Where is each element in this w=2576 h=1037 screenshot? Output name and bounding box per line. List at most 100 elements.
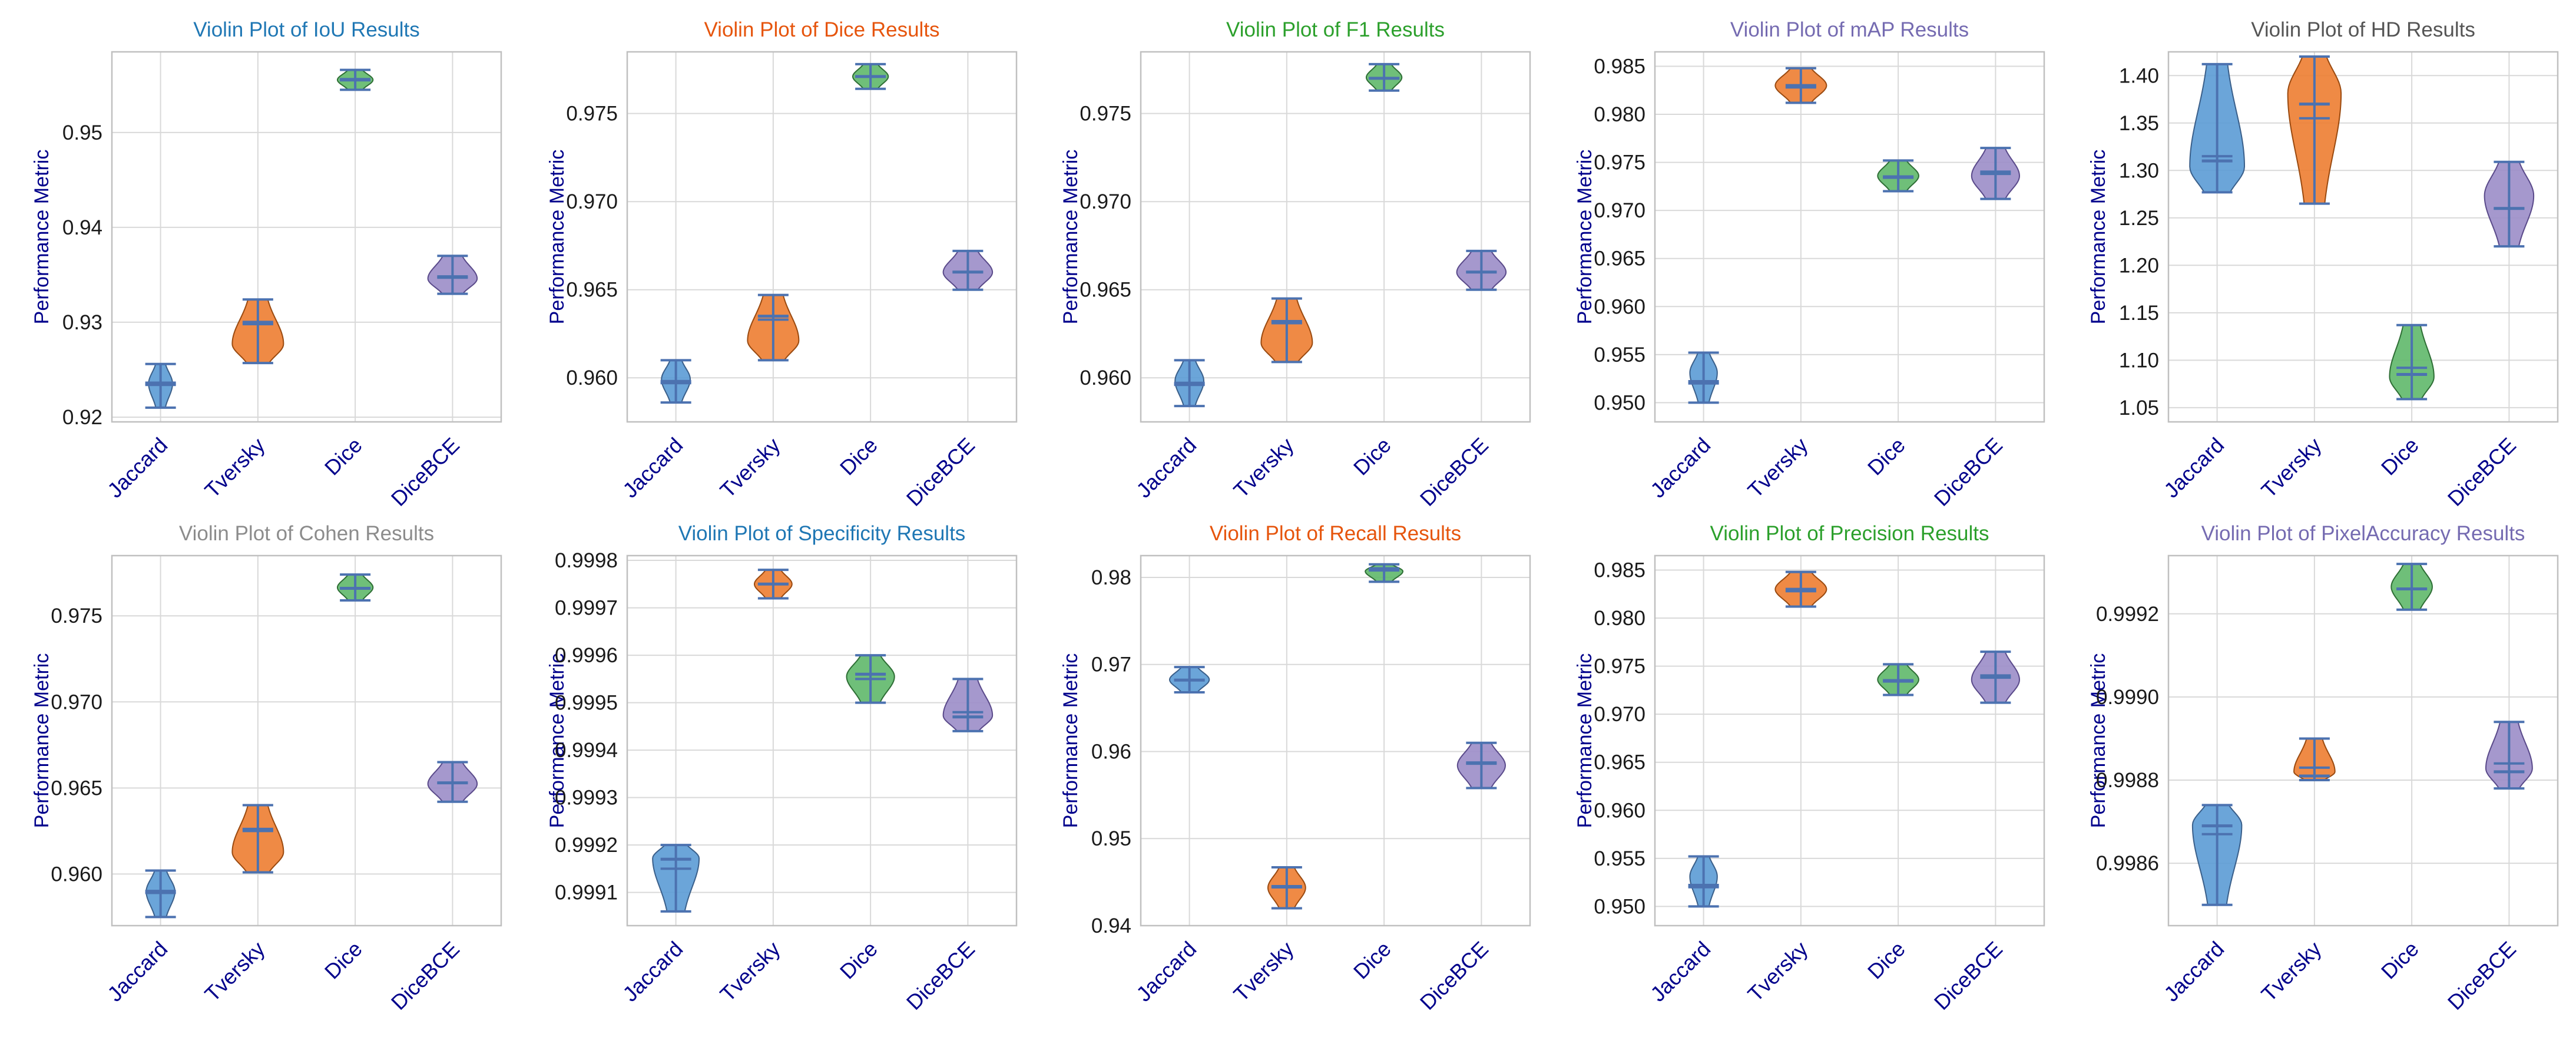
x-tick-label: Jaccard (1645, 937, 1715, 1006)
y-tick-label: 0.9997 (555, 597, 618, 620)
y-tick-label: 0.93 (62, 311, 102, 334)
y-tick-label: 0.96 (1091, 740, 1131, 763)
chart-title: Violin Plot of Dice Results (704, 18, 939, 41)
chart-title: Violin Plot of IoU Results (193, 18, 420, 41)
y-axis-label: Performance Metric (546, 150, 568, 325)
y-tick-label: 0.98 (1091, 566, 1131, 589)
y-tick-label: 1.30 (2119, 159, 2159, 182)
x-tick-label: Jaccard (618, 433, 687, 503)
plot-frame (1140, 51, 1531, 423)
y-tick-label: 0.960 (1594, 799, 1645, 822)
x-tick-label: Tversky (200, 937, 269, 1006)
y-tick-label: 0.965 (566, 279, 618, 302)
x-tick-label: DiceBCE (386, 433, 464, 511)
x-tick-label: DiceBCE (2443, 937, 2521, 1015)
y-tick-label: 0.9990 (2096, 686, 2159, 709)
plot-frame (626, 554, 1018, 927)
y-tick-label: 0.94 (62, 216, 102, 239)
x-tick-label: DiceBCE (386, 937, 464, 1015)
y-tick-label: 0.960 (1080, 366, 1131, 389)
y-tick-label: 0.9995 (555, 692, 618, 715)
x-tick-label: Tversky (2256, 433, 2326, 503)
chart-title: Violin Plot of PixelAccuracy Results (2201, 522, 2525, 545)
plot-frame (1654, 554, 2045, 927)
x-tick-label: Jaccard (2159, 433, 2229, 503)
y-tick-label: 0.975 (51, 605, 102, 628)
x-tick-label: Dice (1863, 433, 1910, 480)
y-axis-label: Performance Metric (2087, 653, 2110, 828)
x-tick-label: Tversky (715, 937, 784, 1006)
y-axis-label: Performance Metric (1059, 653, 1082, 828)
x-tick-label: DiceBCE (902, 433, 979, 511)
y-axis-label: Performance Metric (1574, 653, 1596, 828)
y-tick-label: 0.975 (1594, 151, 1645, 174)
chart-title: Violin Plot of Recall Results (1210, 522, 1461, 545)
y-tick-label: 0.960 (1594, 295, 1645, 318)
y-tick-label: 0.975 (1080, 103, 1131, 126)
x-tick-label: Jaccard (102, 433, 172, 503)
x-tick-label: Dice (320, 937, 367, 984)
y-tick-label: 0.9992 (2096, 603, 2159, 626)
x-tick-label: Jaccard (1131, 433, 1201, 503)
y-tick-label: 0.9998 (555, 549, 618, 572)
y-tick-label: 0.970 (51, 691, 102, 714)
y-tick-label: 1.15 (2119, 302, 2159, 325)
violin-chart-7: Violin Plot of Specificity Results Perfor… (546, 522, 1018, 1015)
y-tick-label: 0.965 (51, 777, 102, 800)
chart-title: Violin Plot of Specificity Results (678, 522, 966, 545)
y-tick-label: 0.94 (1091, 914, 1131, 937)
y-tick-label: 1.35 (2119, 112, 2159, 135)
y-tick-label: 1.05 (2119, 397, 2159, 420)
y-axis-label: Performance Metric (31, 150, 53, 325)
y-axis-label: Performance Metric (2087, 150, 2110, 325)
x-tick-label: DiceBCE (1929, 937, 2007, 1015)
x-tick-label: Tversky (1229, 433, 1298, 503)
x-tick-label: Dice (1349, 937, 1396, 984)
chart-title: Violin Plot of HD Results (2251, 18, 2475, 41)
x-tick-label: Dice (2376, 433, 2423, 480)
violin-chart-3: Violin Plot of F1 Results Performance Met… (1059, 18, 1531, 511)
y-tick-label: 0.950 (1594, 391, 1645, 414)
y-tick-label: 0.985 (1594, 559, 1645, 582)
violin-chart-5: Violin Plot of HD Results Performance Met… (2087, 18, 2559, 511)
y-tick-label: 0.970 (1080, 190, 1131, 213)
y-tick-label: 1.20 (2119, 254, 2159, 277)
y-tick-label: 0.985 (1594, 55, 1645, 78)
y-tick-label: 0.9988 (2096, 769, 2159, 792)
y-tick-label: 0.9986 (2096, 852, 2159, 875)
y-tick-label: 1.10 (2119, 349, 2159, 372)
plot-frame (2167, 554, 2559, 927)
x-tick-label: Dice (320, 433, 367, 480)
x-tick-label: DiceBCE (1415, 433, 1493, 511)
y-tick-label: 0.9991 (555, 881, 618, 904)
y-tick-label: 0.9994 (555, 739, 618, 762)
x-tick-label: Dice (2376, 937, 2423, 984)
chart-title: Violin Plot of mAP Results (1730, 18, 1969, 41)
y-tick-label: 0.965 (1080, 279, 1131, 302)
violin-chart-2: Violin Plot of Dice Results Performance M… (546, 18, 1018, 511)
y-tick-label: 1.40 (2119, 64, 2159, 87)
y-tick-label: 0.97 (1091, 653, 1131, 676)
x-tick-label: DiceBCE (1415, 937, 1493, 1015)
y-tick-label: 0.95 (1091, 827, 1131, 850)
violin-chart-9: Violin Plot of Precision Results Performa… (1574, 522, 2045, 1015)
y-tick-label: 1.25 (2119, 207, 2159, 230)
y-tick-label: 0.9996 (555, 644, 618, 667)
y-tick-label: 0.970 (1594, 703, 1645, 726)
violin-chart-1: Violin Plot of IoU Results Performance Me… (31, 18, 502, 511)
plot-frame (626, 51, 1018, 423)
x-tick-label: DiceBCE (1929, 433, 2007, 511)
x-tick-label: Tversky (1743, 937, 1812, 1006)
violin-chart-10: Violin Plot of PixelAccuracy Results Perf… (2087, 522, 2559, 1015)
x-tick-label: Jaccard (1645, 433, 1715, 503)
violin-chart-6: Violin Plot of Cohen Results Performance … (31, 522, 502, 1015)
y-tick-label: 0.980 (1594, 103, 1645, 126)
plot-frame (111, 51, 502, 423)
x-tick-label: Dice (1863, 937, 1910, 984)
x-tick-label: DiceBCE (2443, 433, 2521, 511)
chart-title: Violin Plot of F1 Results (1226, 18, 1445, 41)
y-tick-label: 0.960 (51, 863, 102, 886)
plot-frame (1140, 554, 1531, 927)
x-tick-label: Jaccard (618, 937, 687, 1006)
